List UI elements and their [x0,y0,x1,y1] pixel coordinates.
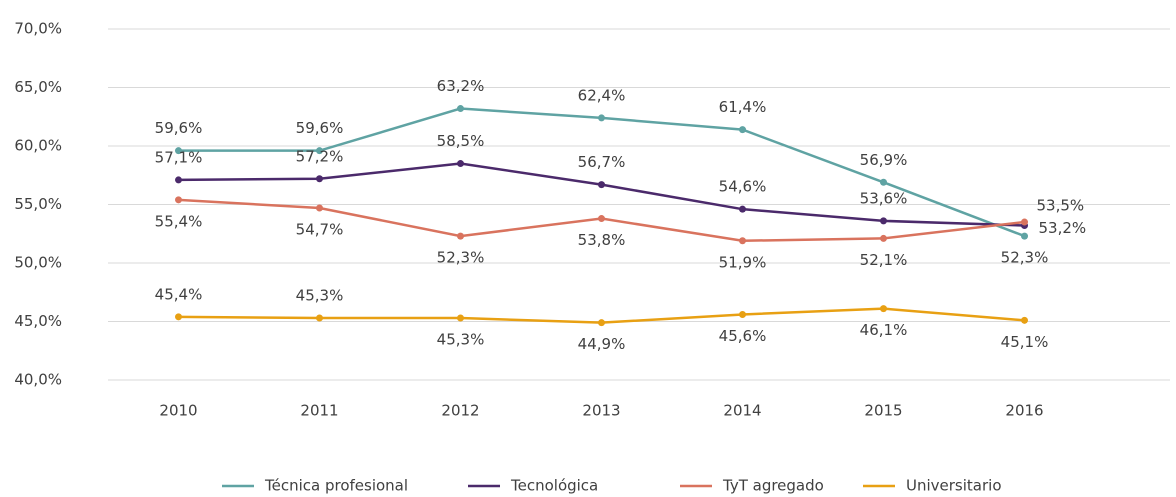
data-label: 53,6% [860,189,908,207]
data-label: 57,2% [296,147,344,165]
data-label: 45,4% [155,285,203,303]
data-point [880,305,887,313]
legend-label: Tecnológica [510,477,598,495]
x-tick-label: 2013 [582,402,620,420]
data-point [739,126,746,134]
data-point [739,310,746,318]
data-point [880,234,887,242]
data-point [880,178,887,186]
y-tick-label: 45,0% [14,312,62,330]
x-tick-label: 2015 [864,402,902,420]
data-label: 45,1% [1001,333,1049,351]
x-tick-label: 2010 [159,402,197,420]
data-label: 63,2% [437,77,485,95]
data-label: 59,6% [296,119,344,137]
data-label: 45,3% [296,286,344,304]
data-point [175,313,182,321]
data-label: 45,6% [719,327,767,345]
legend-label: Técnica profesional [264,477,408,495]
data-label: 56,7% [578,153,626,171]
data-label: 58,5% [437,132,485,150]
data-label: 44,9% [578,335,626,353]
x-tick-label: 2012 [441,402,479,420]
data-label: 57,1% [155,148,203,166]
y-tick-label: 50,0% [14,254,62,272]
data-point [457,232,464,240]
y-tick-label: 55,0% [14,195,62,213]
data-label: 59,6% [155,119,203,137]
x-tick-label: 2014 [723,402,761,420]
data-label: 61,4% [719,98,767,116]
data-label: 53,5% [1037,197,1085,215]
y-tick-label: 60,0% [14,137,62,155]
data-point [1021,232,1028,240]
data-point [1021,218,1028,226]
data-point [598,319,605,327]
data-point [316,147,323,155]
data-point [1021,316,1028,324]
data-label: 55,4% [155,212,203,230]
data-label: 53,2% [1039,219,1087,237]
data-point [880,217,887,225]
data-point [598,181,605,189]
data-point [457,160,464,168]
data-point [316,175,323,183]
data-label: 62,4% [578,86,626,104]
data-label: 46,1% [860,321,908,339]
data-point [739,205,746,213]
legend-label: TyT agregado [722,477,824,495]
data-label: 52,1% [860,251,908,269]
data-point [316,314,323,322]
data-point [316,204,323,212]
x-tick-label: 2011 [300,402,338,420]
y-tick-label: 65,0% [14,78,62,96]
data-point [175,196,182,204]
data-label: 56,9% [860,151,908,169]
data-label: 52,3% [437,249,485,267]
data-label: 51,9% [719,253,767,271]
data-label: 54,6% [719,178,767,196]
data-point [175,176,182,184]
y-tick-label: 70,0% [14,20,62,38]
data-point [598,114,605,122]
data-point [457,105,464,113]
data-point [175,147,182,155]
data-point [457,314,464,322]
data-label: 45,3% [437,330,485,348]
data-point [598,215,605,223]
data-label: 54,7% [296,221,344,239]
data-label: 53,8% [578,231,626,249]
legend-label: Universitario [906,477,1002,495]
data-label: 52,3% [1001,249,1049,267]
y-tick-label: 40,0% [14,371,62,389]
x-tick-label: 2016 [1005,402,1043,420]
data-point [739,237,746,245]
